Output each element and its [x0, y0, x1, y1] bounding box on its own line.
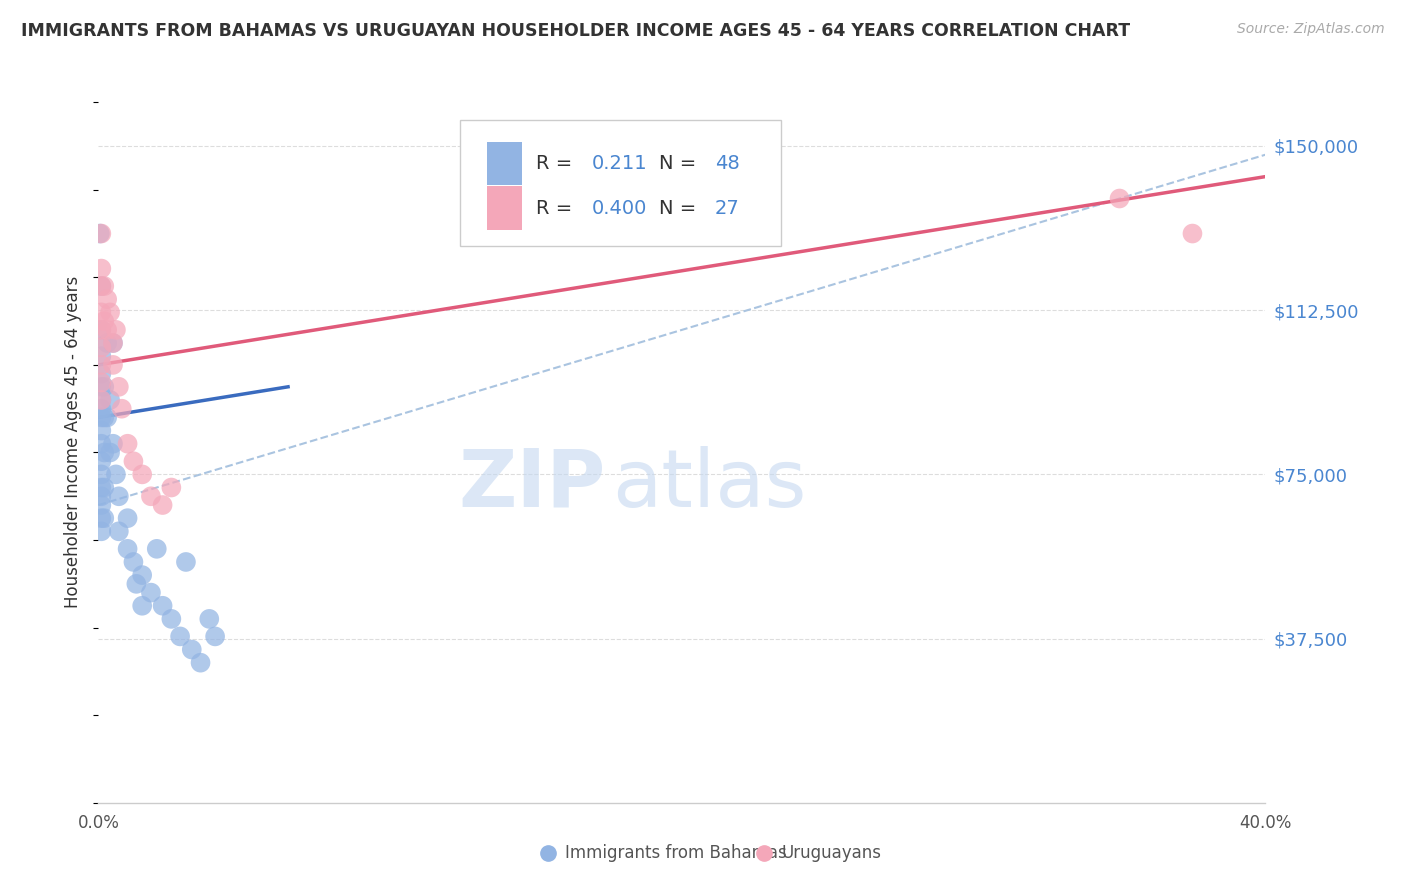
- Text: 27: 27: [714, 199, 740, 218]
- Point: [90, 424, 112, 438]
- Point: [90, 227, 112, 241]
- Point: [104, 467, 127, 482]
- Point: [90, 261, 112, 276]
- Point: [96, 410, 118, 425]
- Point: [117, 511, 139, 525]
- Text: 48: 48: [714, 153, 740, 173]
- Point: [90, 279, 112, 293]
- Point: [90, 279, 112, 293]
- Point: [90, 376, 112, 390]
- Point: [139, 489, 162, 503]
- Point: [131, 599, 153, 613]
- Point: [90, 436, 112, 450]
- Point: [101, 358, 124, 372]
- Point: [125, 577, 148, 591]
- Point: [90, 305, 112, 319]
- Point: [93, 380, 115, 394]
- Text: atlas: atlas: [612, 446, 806, 524]
- FancyBboxPatch shape: [486, 142, 522, 185]
- Point: [131, 568, 153, 582]
- Point: [101, 436, 124, 450]
- Point: [117, 541, 139, 556]
- Point: [90, 481, 112, 495]
- Point: [90, 392, 112, 407]
- Text: Source: ZipAtlas.com: Source: ZipAtlas.com: [1237, 22, 1385, 37]
- Text: N =: N =: [658, 153, 702, 173]
- Point: [98, 445, 121, 459]
- Text: N =: N =: [658, 199, 702, 218]
- Point: [90, 498, 112, 512]
- Point: [104, 323, 127, 337]
- Point: [152, 498, 174, 512]
- Text: ZIP: ZIP: [458, 446, 606, 524]
- Point: [1181, 227, 1204, 241]
- Point: [98, 305, 121, 319]
- Point: [93, 445, 115, 459]
- Point: [117, 436, 139, 450]
- Y-axis label: Householder Income Ages 45 - 64 years: Householder Income Ages 45 - 64 years: [65, 276, 83, 607]
- Point: [198, 612, 221, 626]
- Point: [101, 336, 124, 351]
- Point: [90, 323, 112, 337]
- Point: [174, 555, 197, 569]
- FancyBboxPatch shape: [486, 186, 522, 230]
- Point: [180, 642, 202, 657]
- Point: [160, 612, 183, 626]
- Text: R =: R =: [536, 199, 578, 218]
- Point: [90, 489, 112, 503]
- Point: [204, 629, 226, 643]
- Point: [108, 380, 131, 394]
- Point: [90, 454, 112, 468]
- Point: [96, 323, 118, 337]
- Point: [101, 336, 124, 351]
- Point: [108, 524, 131, 539]
- Point: [98, 392, 121, 407]
- Point: [90, 401, 112, 416]
- Point: [90, 392, 112, 407]
- Point: [90, 358, 112, 372]
- Point: [96, 336, 118, 351]
- Point: [90, 410, 112, 425]
- Point: [139, 585, 162, 599]
- Point: [122, 555, 145, 569]
- Point: [111, 401, 134, 416]
- Point: [90, 511, 112, 525]
- Point: [190, 656, 212, 670]
- FancyBboxPatch shape: [460, 120, 782, 246]
- Point: [96, 292, 118, 306]
- Point: [152, 599, 174, 613]
- Point: [93, 410, 115, 425]
- Point: [93, 314, 115, 328]
- Point: [1108, 192, 1130, 206]
- Point: [93, 511, 115, 525]
- Point: [93, 481, 115, 495]
- Text: IMMIGRANTS FROM BAHAMAS VS URUGUAYAN HOUSEHOLDER INCOME AGES 45 - 64 YEARS CORRE: IMMIGRANTS FROM BAHAMAS VS URUGUAYAN HOU…: [21, 22, 1130, 40]
- Text: Immigrants from Bahamas: Immigrants from Bahamas: [565, 845, 787, 863]
- Point: [122, 454, 145, 468]
- Point: [146, 541, 169, 556]
- Point: [90, 367, 112, 381]
- Point: [90, 467, 112, 482]
- Point: [160, 481, 183, 495]
- Point: [90, 380, 112, 394]
- Point: [169, 629, 191, 643]
- Point: [131, 467, 153, 482]
- Text: Uruguayans: Uruguayans: [782, 845, 882, 863]
- Point: [90, 340, 112, 354]
- Point: [90, 323, 112, 337]
- Point: [90, 349, 112, 363]
- Text: R =: R =: [536, 153, 578, 173]
- Point: [108, 489, 131, 503]
- Text: 0.211: 0.211: [592, 153, 648, 173]
- Text: 0.400: 0.400: [592, 199, 647, 218]
- Point: [90, 524, 112, 539]
- Point: [89, 227, 111, 241]
- Point: [93, 279, 115, 293]
